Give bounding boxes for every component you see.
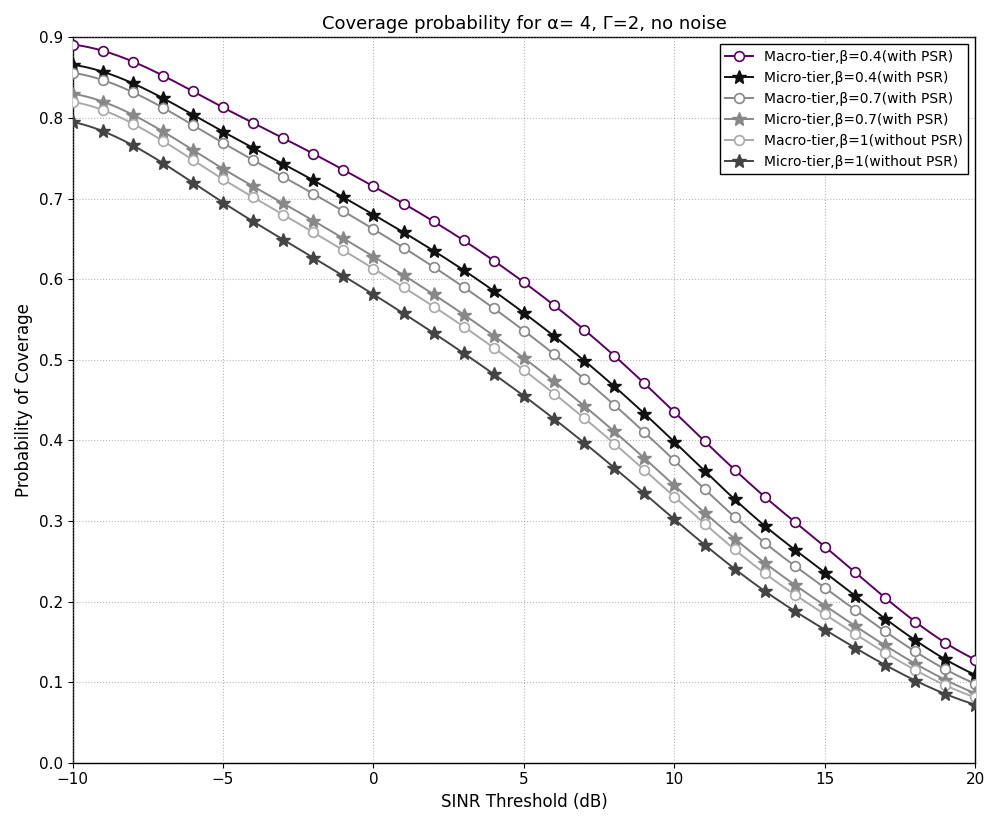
Title: Coverage probability for α= 4, Γ=2, no noise: Coverage probability for α= 4, Γ=2, no n… (322, 15, 726, 33)
Legend: Macro-tier,β=0.4(with PSR), Micro-tier,β=0.4(with PSR), Macro-tier,β=0.7(with PS: Macro-tier,β=0.4(with PSR), Micro-tier,β… (720, 45, 968, 174)
X-axis label: SINR Threshold (dB): SINR Threshold (dB) (441, 793, 607, 811)
Y-axis label: Probability of Coverage: Probability of Coverage (15, 303, 33, 497)
